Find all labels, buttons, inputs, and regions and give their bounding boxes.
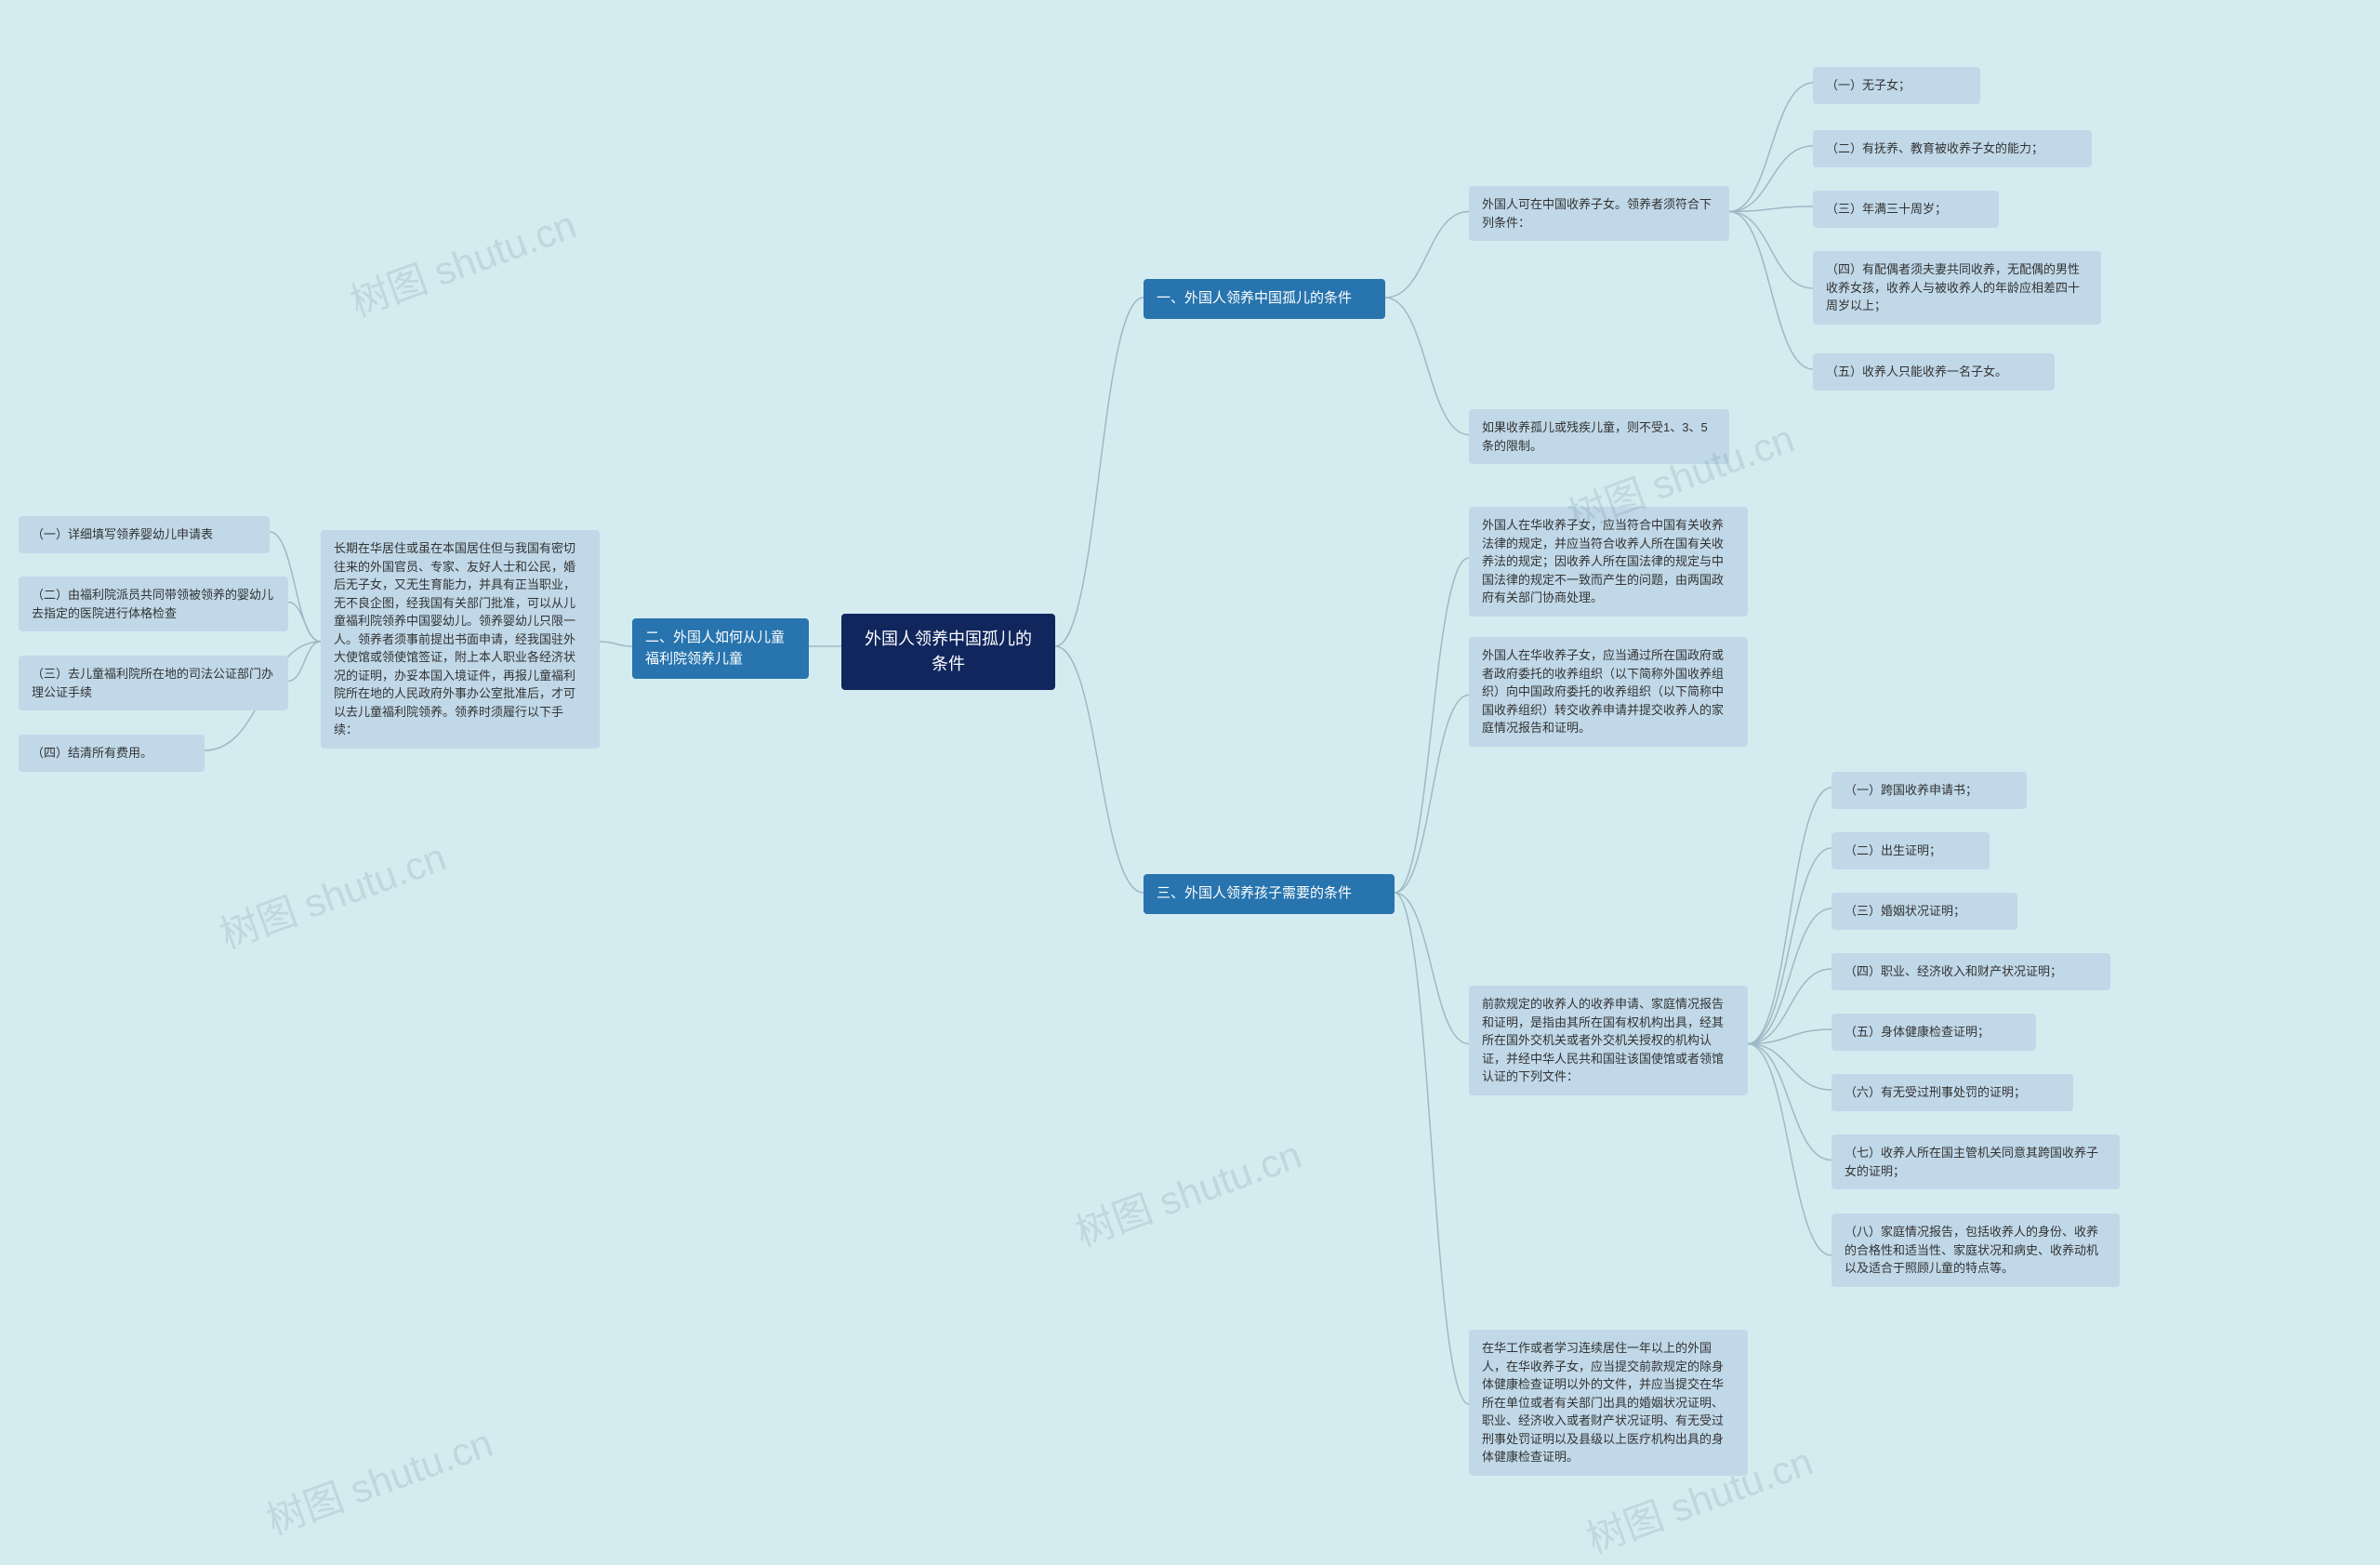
leaf-b2c1-label: 长期在华居住或虽在本国居住但与我国有密切往来的外国官员、专家、友好人士和公民，婚… xyxy=(334,541,575,736)
leaf-b3c3e: （五）身体健康检查证明； xyxy=(1831,1014,2036,1051)
leaf-b2c1d: （四）结清所有费用。 xyxy=(19,735,205,772)
leaf-b1c1d-label: （四）有配偶者须夫妻共同收养，无配偶的男性收养女孩，收养人与被收养人的年龄应相差… xyxy=(1826,262,2080,312)
leaf-b3c3d: （四）职业、经济收入和财产状况证明； xyxy=(1831,953,2110,990)
leaf-b1c2-label: 如果收养孤儿或残疾儿童，则不受1、3、5条的限制。 xyxy=(1482,420,1708,453)
leaf-b2c1: 长期在华居住或虽在本国居住但与我国有密切往来的外国官员、专家、友好人士和公民，婚… xyxy=(321,530,600,749)
leaf-b2c1b: （二）由福利院派员共同带领被领养的婴幼儿去指定的医院进行体格检查 xyxy=(19,577,288,631)
leaf-b3c3a: （一）跨国收养申请书； xyxy=(1831,772,2027,809)
leaf-b3c3a-label: （一）跨国收养申请书； xyxy=(1844,783,1977,797)
watermark-2: 树图 shutu.cn xyxy=(211,826,453,960)
leaf-b1c1c: （三）年满三十周岁； xyxy=(1813,191,1999,228)
leaf-b1c1e: （五）收养人只能收养一名子女。 xyxy=(1813,353,2055,391)
leaf-b3c3b: （二）出生证明； xyxy=(1831,832,1990,869)
leaf-b3c3g: （七）收养人所在国主管机关同意其跨国收养子女的证明； xyxy=(1831,1134,2120,1189)
leaf-b3c3c-label: （三）婚姻状况证明； xyxy=(1844,904,1965,918)
branch-b3: 三、外国人领养孩子需要的条件 xyxy=(1144,874,1395,914)
leaf-b3c3h: （八）家庭情况报告，包括收养人的身份、收养的合格性和适当性、家庭状况和病史、收养… xyxy=(1831,1214,2120,1287)
leaf-b1c1: 外国人可在中国收养子女。领养者须符合下列条件： xyxy=(1469,186,1729,241)
leaf-b3c1: 外国人在华收养子女，应当符合中国有关收养法律的规定，并应当符合收养人所在国有关收… xyxy=(1469,507,1748,617)
leaf-b1c1d: （四）有配偶者须夫妻共同收养，无配偶的男性收养女孩，收养人与被收养人的年龄应相差… xyxy=(1813,251,2101,325)
branch-b2: 二、外国人如何从儿童福利院领养儿童 xyxy=(632,618,809,679)
leaf-b3c3e-label: （五）身体健康检查证明； xyxy=(1844,1025,1990,1039)
leaf-b3c2: 外国人在华收养子女，应当通过所在国政府或者政府委托的收养组织（以下简称外国收养组… xyxy=(1469,637,1748,747)
watermark-3: 树图 shutu.cn xyxy=(1066,1123,1308,1257)
leaf-b1c1a: （一）无子女； xyxy=(1813,67,1980,104)
leaf-b1c1e-label: （五）收养人只能收养一名子女。 xyxy=(1826,365,2007,378)
branch-b3-label: 三、外国人领养孩子需要的条件 xyxy=(1157,885,1352,901)
branch-b1-label: 一、外国人领养中国孤儿的条件 xyxy=(1157,290,1352,306)
leaf-b1c1-label: 外国人可在中国收养子女。领养者须符合下列条件： xyxy=(1482,197,1712,230)
leaf-b3c3g-label: （七）收养人所在国主管机关同意其跨国收养子女的证明； xyxy=(1844,1146,2098,1178)
leaf-b2c1d-label: （四）结清所有费用。 xyxy=(32,746,152,760)
leaf-b3c1-label: 外国人在华收养子女，应当符合中国有关收养法律的规定，并应当符合收养人所在国有关收… xyxy=(1482,518,1724,604)
leaf-b2c1b-label: （二）由福利院派员共同带领被领养的婴幼儿去指定的医院进行体格检查 xyxy=(32,588,273,620)
leaf-b1c1a-label: （一）无子女； xyxy=(1826,78,1911,92)
leaf-b1c1c-label: （三）年满三十周岁； xyxy=(1826,202,1947,216)
leaf-b1c2: 如果收养孤儿或残疾儿童，则不受1、3、5条的限制。 xyxy=(1469,409,1729,464)
leaf-b2c1a: （一）详细填写领养婴幼儿申请表 xyxy=(19,516,270,553)
branch-b2-label: 二、外国人如何从儿童福利院领养儿童 xyxy=(645,630,785,667)
leaf-b3c4: 在华工作或者学习连续居住一年以上的外国人，在华收养子女，应当提交前款规定的除身体… xyxy=(1469,1330,1748,1476)
leaf-b3c2-label: 外国人在华收养子女，应当通过所在国政府或者政府委托的收养组织（以下简称外国收养组… xyxy=(1482,648,1724,735)
connector-layer xyxy=(0,0,2380,1541)
root-node: 外国人领养中国孤儿的条件 xyxy=(841,614,1055,690)
root-node-label: 外国人领养中国孤儿的条件 xyxy=(865,630,1032,673)
leaf-b3c4-label: 在华工作或者学习连续居住一年以上的外国人，在华收养子女，应当提交前款规定的除身体… xyxy=(1482,1341,1724,1464)
leaf-b2c1c: （三）去儿童福利院所在地的司法公证部门办理公证手续 xyxy=(19,656,288,710)
leaf-b3c3c: （三）婚姻状况证明； xyxy=(1831,893,2017,930)
leaf-b3c3d-label: （四）职业、经济收入和财产状况证明； xyxy=(1844,964,2062,978)
leaf-b2c1c-label: （三）去儿童福利院所在地的司法公证部门办理公证手续 xyxy=(32,667,273,699)
leaf-b3c3-label: 前款规定的收养人的收养申请、家庭情况报告和证明，是指由其所在国有权机构出具，经其… xyxy=(1482,997,1724,1083)
leaf-b1c1b: （二）有抚养、教育被收养子女的能力； xyxy=(1813,130,2092,167)
leaf-b3c3: 前款规定的收养人的收养申请、家庭情况报告和证明，是指由其所在国有权机构出具，经其… xyxy=(1469,986,1748,1095)
leaf-b3c3h-label: （八）家庭情况报告，包括收养人的身份、收养的合格性和适当性、家庭状况和病史、收养… xyxy=(1844,1225,2098,1275)
leaf-b2c1a-label: （一）详细填写领养婴幼儿申请表 xyxy=(32,527,213,541)
watermark-0: 树图 shutu.cn xyxy=(341,193,583,327)
leaf-b3c3f: （六）有无受过刑事处罚的证明； xyxy=(1831,1074,2073,1111)
leaf-b1c1b-label: （二）有抚养、教育被收养子女的能力； xyxy=(1826,141,2043,155)
branch-b1: 一、外国人领养中国孤儿的条件 xyxy=(1144,279,1385,319)
leaf-b3c3f-label: （六）有无受过刑事处罚的证明； xyxy=(1844,1085,2026,1099)
watermark-4: 树图 shutu.cn xyxy=(258,1412,499,1545)
leaf-b3c3b-label: （二）出生证明； xyxy=(1844,843,1941,857)
